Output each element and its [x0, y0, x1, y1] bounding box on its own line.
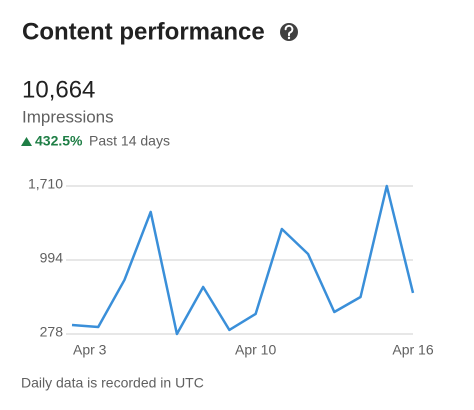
- metric-value: 10,664: [22, 76, 95, 103]
- title: Content performance: [22, 18, 265, 45]
- x-tick-label: Apr 3: [73, 342, 107, 358]
- x-tick-label: Apr 10: [235, 342, 276, 358]
- period: Past 14 days: [89, 133, 170, 149]
- help-icon[interactable]: [280, 23, 298, 41]
- up-arrow: [21, 137, 32, 146]
- metric-label: Impressions: [22, 107, 114, 126]
- chart: 278 994 1,710 Apr 3 Apr 10 Apr 16: [28, 176, 434, 358]
- line: [71, 184, 415, 336]
- footer-note: Daily data is recorded in UTC: [21, 375, 204, 391]
- change: 432.5%: [35, 133, 83, 149]
- y-tick-label: 278: [40, 324, 64, 340]
- y-tick-label: 994: [40, 250, 64, 266]
- x-tick-label: Apr 16: [392, 342, 433, 358]
- y-tick-label: 1,710: [28, 176, 63, 192]
